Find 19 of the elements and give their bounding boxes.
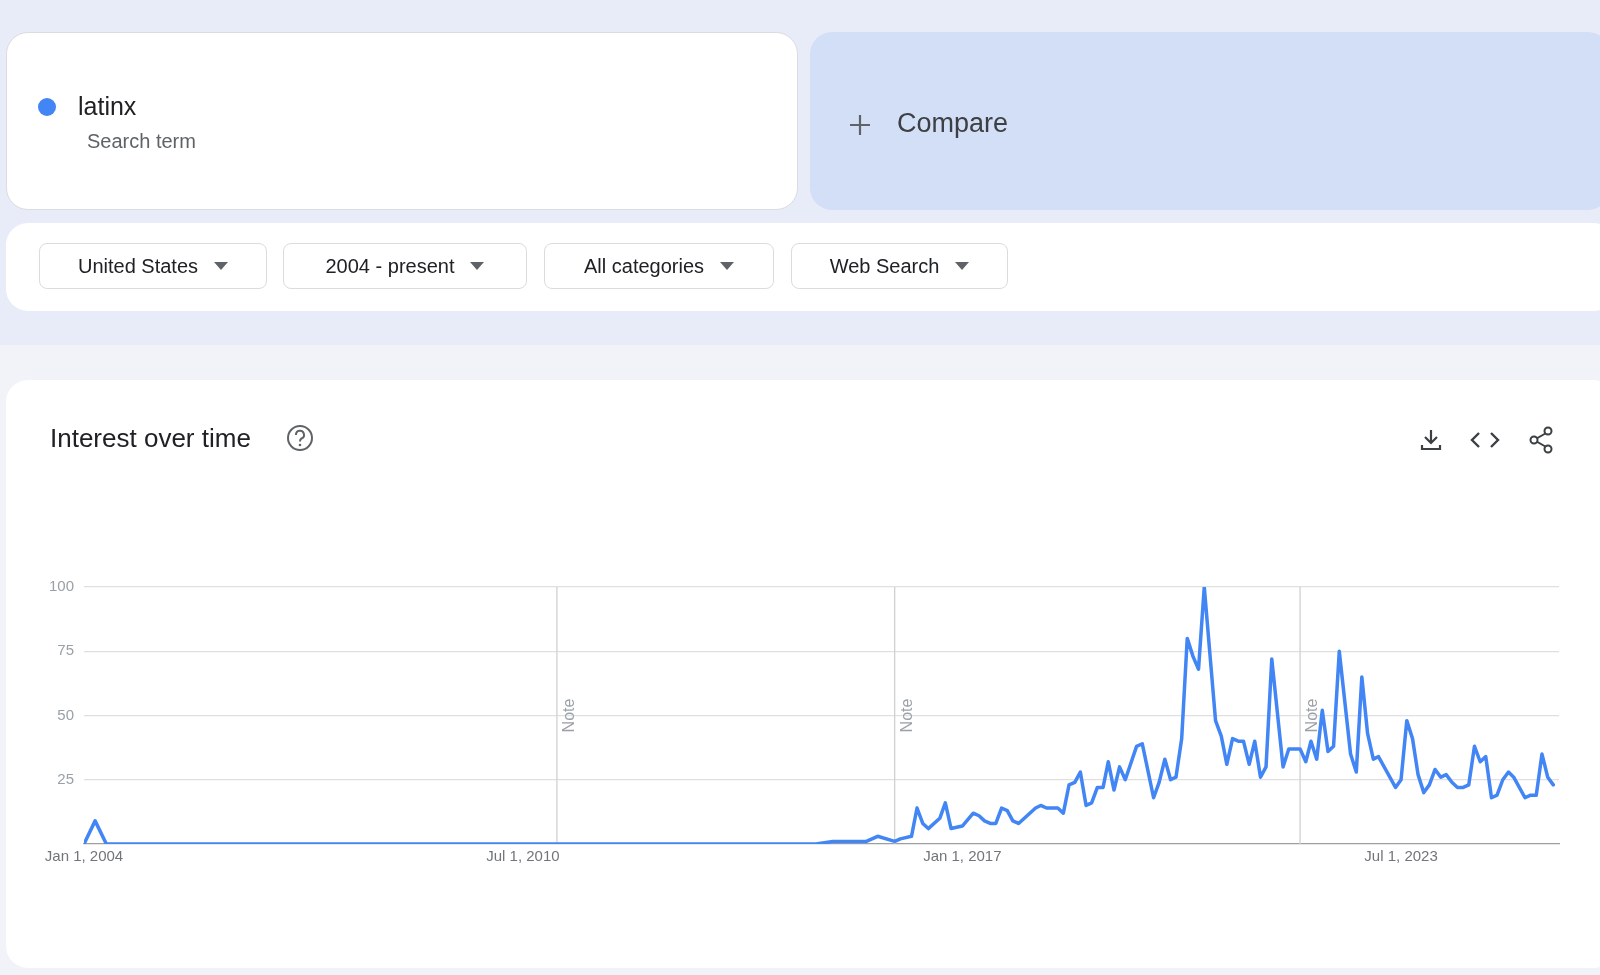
y-tick-label: 100: [48, 577, 74, 595]
text: Compare: [897, 108, 1009, 139]
ref-line-label: Note: [1303, 698, 1321, 733]
text: Search term: [87, 130, 196, 153]
y-tick-label: 50: [57, 705, 74, 723]
text: All categories: [583, 254, 705, 278]
chart-title: Interest over time: [50, 423, 251, 454]
x-tick-label: Jan 1, 2004: [44, 847, 124, 865]
y-tick-label: 25: [57, 769, 74, 787]
y-tick-label: 75: [57, 641, 74, 659]
ref-line-label: Note: [560, 698, 578, 733]
x-tick-label: Jul 1, 2010: [486, 847, 560, 865]
x-tick-label: Jan 1, 2017: [923, 847, 1002, 865]
x-tick-label: Jul 1, 2023: [1364, 847, 1438, 865]
legend-label: latinx: [78, 92, 137, 121]
text: United States: [77, 254, 199, 278]
text: 2004 - present: [325, 254, 455, 278]
ref-line-label: Note: [898, 698, 916, 733]
text: Web Search: [829, 254, 940, 278]
